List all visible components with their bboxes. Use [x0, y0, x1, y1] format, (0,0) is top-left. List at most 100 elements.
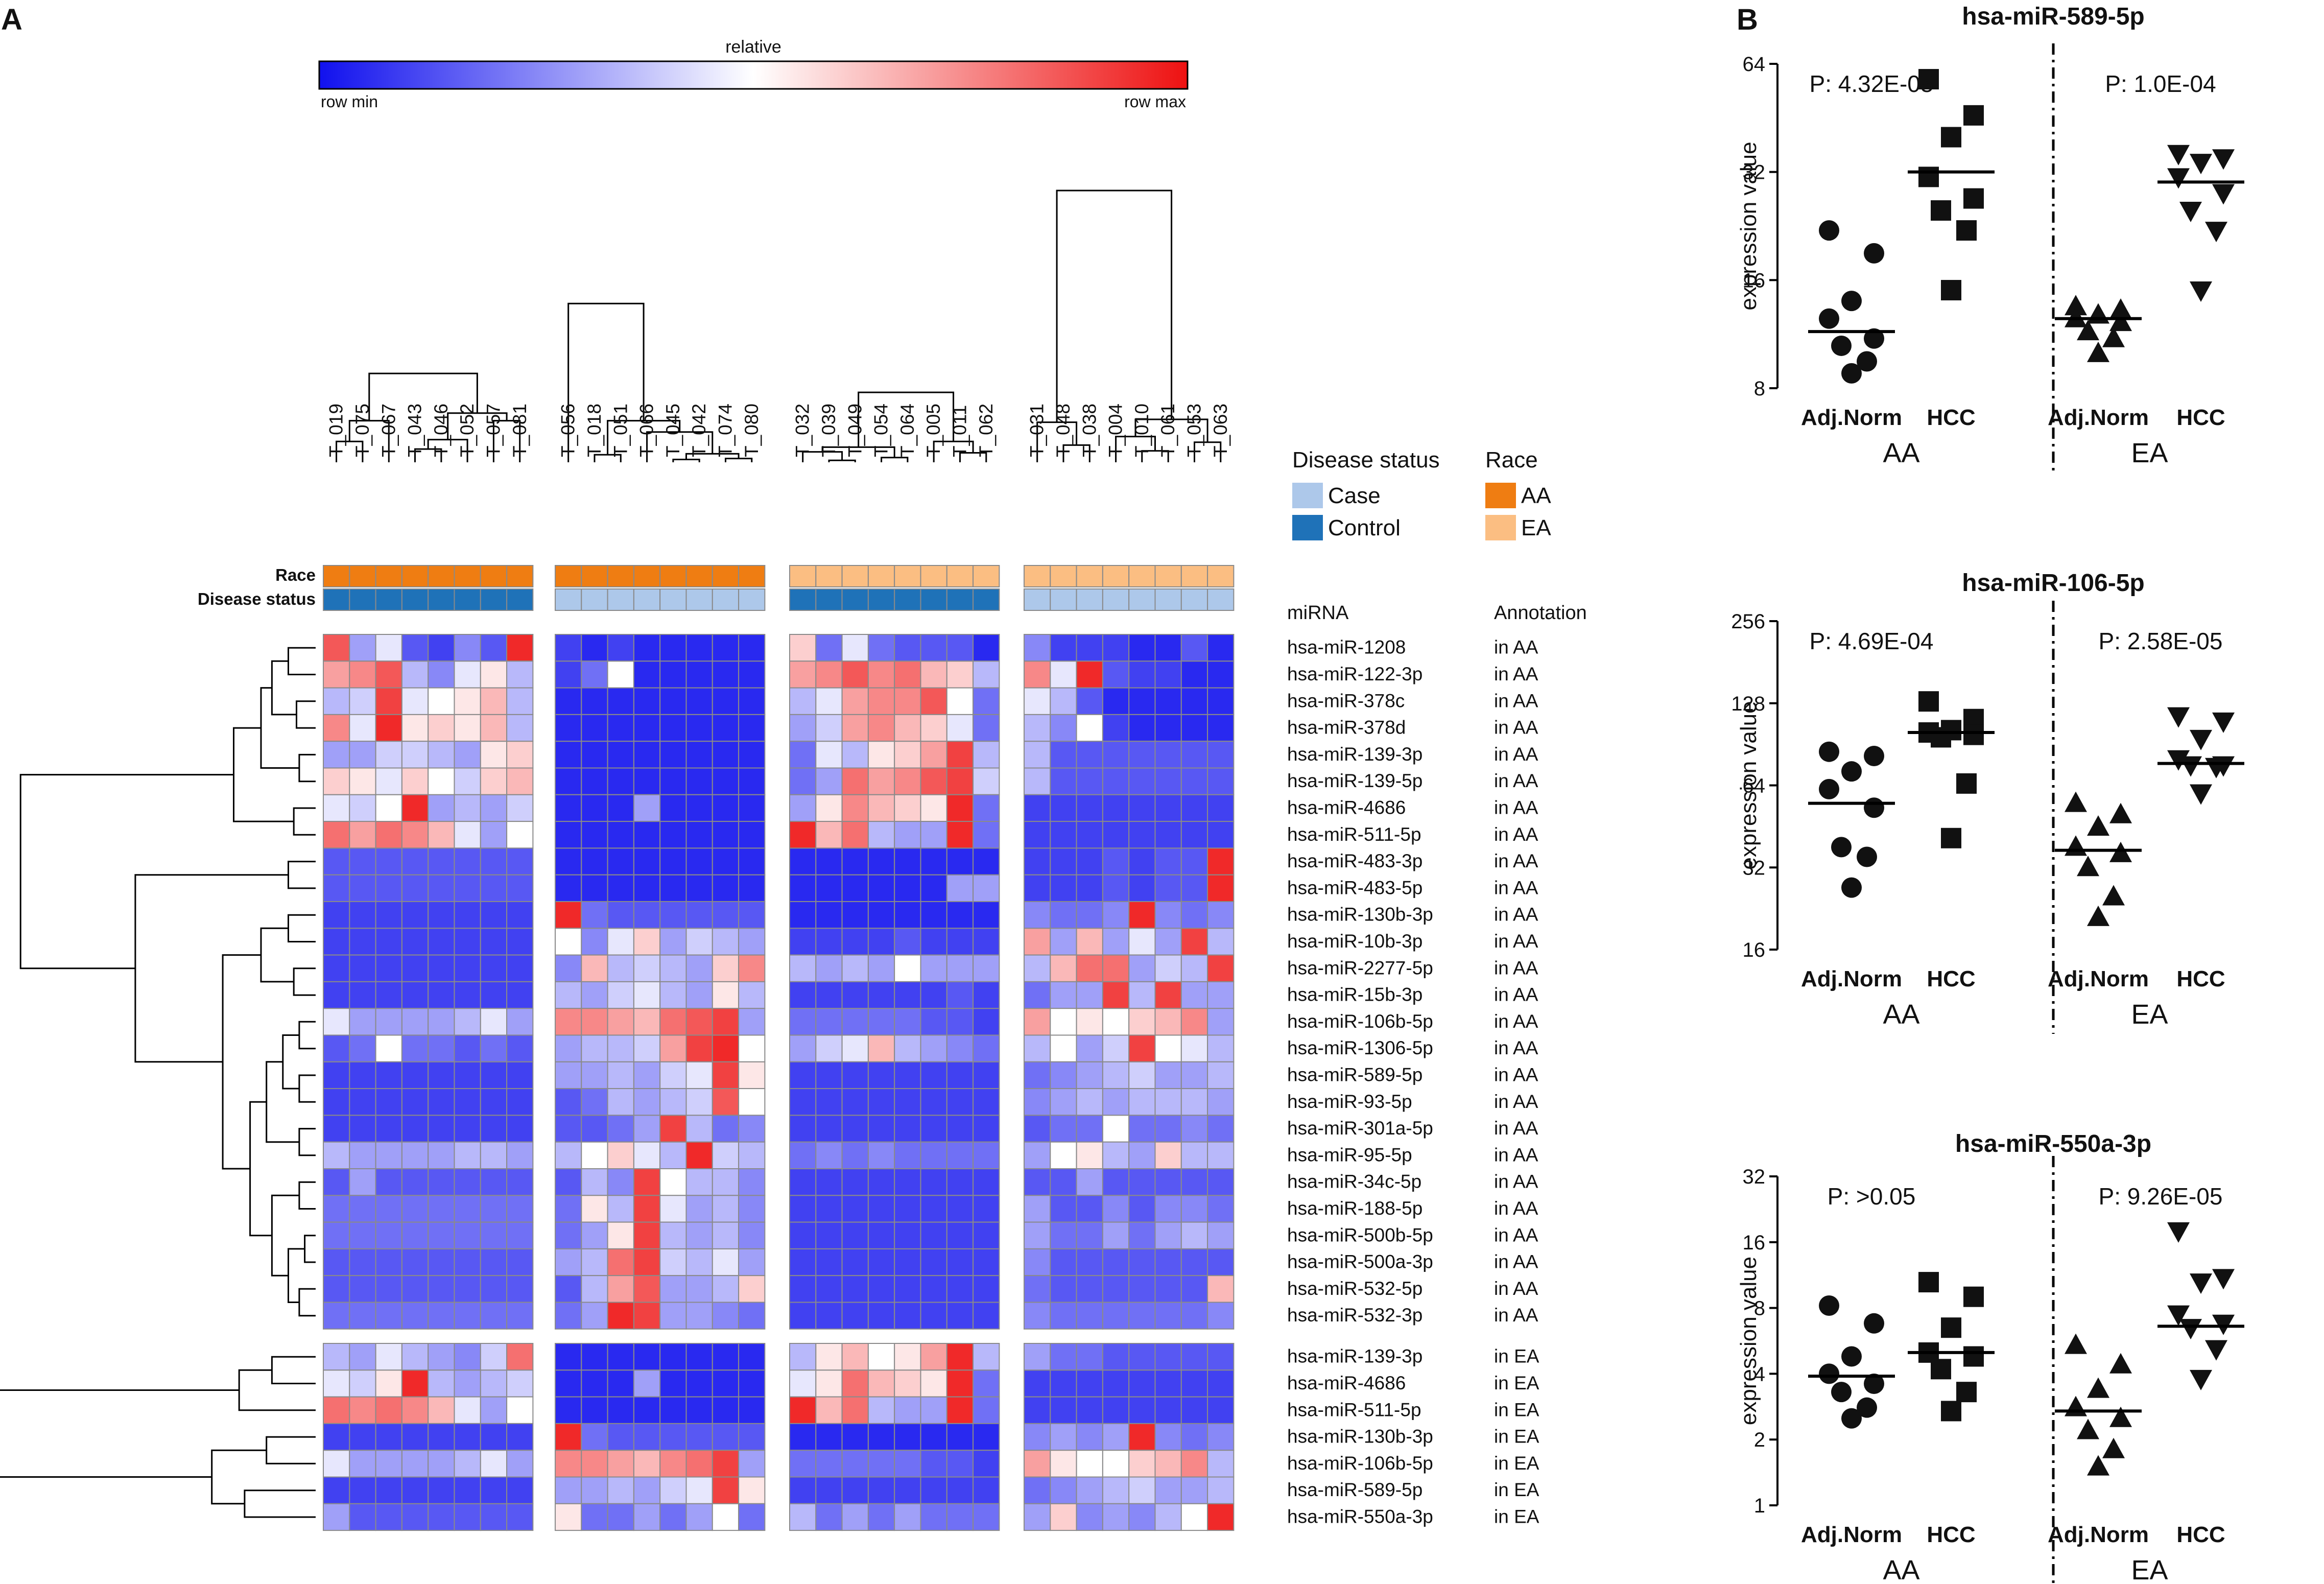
y-tick-label: 4 [1754, 1363, 1765, 1385]
p-value-label: P: 1.0E-04 [2105, 70, 2216, 97]
heatmap-cell [607, 1450, 634, 1478]
heatmap-cell [428, 981, 455, 1009]
heatmap-cell [375, 1061, 402, 1090]
dendrogram-branch [298, 1021, 316, 1050]
disease-track-cell [894, 588, 921, 611]
heatmap-cell [1102, 767, 1130, 795]
heatmap-cell [375, 767, 402, 795]
heatmap-cell [323, 714, 350, 742]
race-track-cell [349, 565, 376, 587]
heatmap-cell [867, 741, 895, 769]
heatmap-cell [815, 1343, 843, 1371]
legend-disease-title: Disease status [1292, 447, 1440, 472]
heatmap-cell [633, 1302, 661, 1330]
heatmap-cell [815, 1275, 843, 1303]
heatmap-cell [1154, 741, 1182, 769]
heatmap-cell [506, 1195, 534, 1223]
heatmap-cell [815, 1476, 843, 1504]
heatmap-cell [1180, 821, 1208, 849]
heatmap-cell [607, 1343, 634, 1371]
heatmap-cell [712, 1343, 740, 1371]
heatmap-cell [973, 1195, 1000, 1223]
heatmap-cell [973, 634, 1000, 662]
heatmap-cell [973, 981, 1000, 1009]
heatmap-cell [349, 1450, 376, 1478]
heatmap-cell [1050, 1369, 1077, 1398]
data-point [2065, 791, 2087, 812]
heatmap-cell [1207, 1141, 1235, 1169]
heatmap-cell [1024, 1008, 1051, 1036]
heatmap-cell [920, 1369, 947, 1398]
heatmap-cell [920, 874, 947, 902]
heatmap-cell [401, 741, 429, 769]
heatmap-cell [789, 874, 817, 902]
y-tick-label: 64 [1743, 53, 1766, 76]
heatmap-cell [815, 1008, 843, 1036]
data-point [2190, 154, 2212, 175]
dotplot-mir-589-5p: hsa-miR-589-5p 8 16 32 64 expression value P: … [1736, 3, 2244, 472]
column-label: T_052 [457, 404, 478, 457]
heatmap-cell [712, 1115, 740, 1143]
heatmap-cell [1207, 1195, 1235, 1223]
heatmap-cell [1207, 1302, 1235, 1330]
heatmap-cell [506, 1061, 534, 1090]
heatmap-cell [1180, 874, 1208, 902]
data-point [1864, 1373, 1884, 1394]
data-point [1841, 1408, 1862, 1429]
legend-case-swatch [1292, 483, 1323, 508]
heatmap-cell [685, 901, 713, 929]
heatmap-cell [946, 1008, 974, 1036]
heatmap-cell [555, 981, 582, 1009]
data-point [1941, 1317, 1961, 1338]
heatmap-cell [454, 981, 481, 1009]
heatmap-cell [894, 1221, 921, 1249]
y-tick-label: 1 [1754, 1495, 1765, 1517]
heatmap-cell [401, 821, 429, 849]
heatmap-cell [1128, 1141, 1156, 1169]
row-dendrogram [0, 647, 316, 1518]
heatmap-cell [789, 1008, 817, 1036]
y-axis-label: expression value [1736, 1257, 1761, 1425]
heatmap-cell [738, 928, 766, 956]
heatmap-cell [607, 1221, 634, 1249]
heatmap-cell [506, 901, 534, 929]
x-category-label: HCC [1927, 405, 1975, 430]
heatmap-cell [1154, 1061, 1182, 1090]
heatmap-cell [973, 1008, 1000, 1036]
panel-b-label: B [1737, 3, 1758, 36]
heatmap-cell [1180, 1141, 1208, 1169]
disease-track-cell [867, 588, 895, 611]
data-point [1941, 127, 1961, 148]
heatmap-cell [1050, 1221, 1077, 1249]
heatmap-cell [1154, 1221, 1182, 1249]
race-track-cell [894, 565, 921, 587]
column-label: T_056 [558, 404, 579, 457]
x-category-label: HCC [2176, 1522, 2225, 1547]
heatmap-cell [375, 1275, 402, 1303]
heatmap-cell [401, 1195, 429, 1223]
heatmap-cell [894, 687, 921, 715]
heatmap-cell [1180, 1302, 1208, 1330]
data-point [2109, 311, 2132, 332]
heatmap-cell [1102, 1088, 1130, 1116]
heatmap-cell [1024, 794, 1051, 822]
heatmap-cell [738, 847, 766, 876]
heatmap-cell [1180, 741, 1208, 769]
heatmap-cell [1102, 687, 1130, 715]
heatmap-cell [973, 954, 1000, 982]
row-label-annotation: in AA [1494, 984, 1538, 1005]
heatmap-cell [973, 1343, 1000, 1371]
heatmap-cell [555, 1088, 582, 1116]
x-category-label: Adj.Norm [1801, 1522, 1902, 1547]
heatmap-cell [894, 1088, 921, 1116]
data-point [1931, 727, 1951, 748]
heatmap-cell [1128, 1423, 1156, 1451]
heatmap-cell [920, 687, 947, 715]
heatmap-cell [607, 1476, 634, 1504]
heatmap-cell [1024, 1369, 1051, 1398]
heatmap-cell [555, 634, 582, 662]
heatmap-cell [375, 1141, 402, 1169]
heatmap-cell [375, 1034, 402, 1062]
heatmap-cell [607, 928, 634, 956]
dendrogram-branch [304, 1235, 316, 1263]
